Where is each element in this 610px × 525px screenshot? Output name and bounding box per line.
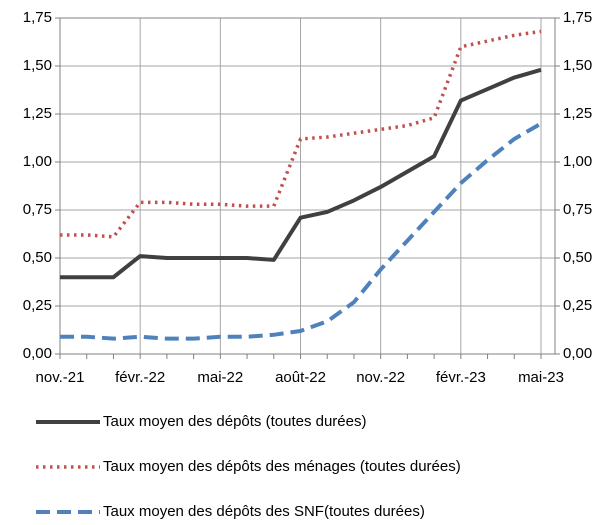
y-tick-label: 0,50 [23, 249, 52, 266]
x-tick-label: févr.-23 [436, 369, 486, 386]
legend-label: Taux moyen des dépôts des ménages (toute… [103, 458, 461, 475]
x-tick-label: nov.-22 [356, 369, 405, 386]
x-tick-label: mai-22 [197, 369, 243, 386]
y2-tick-label: 0,25 [563, 297, 592, 314]
y2-tick-label: 1,25 [563, 105, 592, 122]
x-tick-label: févr.-22 [115, 369, 165, 386]
x-tick-label: nov.-21 [36, 369, 85, 386]
y-tick-label: 1,75 [23, 9, 52, 26]
x-tick-label: mai-23 [518, 369, 564, 386]
series-line [60, 67, 542, 280]
series-line [60, 29, 542, 239]
legend-label: Taux moyen des dépôts des SNF(toutes dur… [103, 503, 425, 520]
y-tick-label: 1,00 [23, 153, 52, 170]
x-tick-label: août-22 [275, 369, 326, 386]
series-line [60, 121, 542, 341]
legend-label: Taux moyen des dépôts (toutes durées) [103, 413, 366, 430]
y2-tick-label: 0,75 [563, 201, 592, 218]
y2-tick-label: 1,00 [563, 153, 592, 170]
y2-tick-label: 1,75 [563, 9, 592, 26]
y2-tick-label: 0,00 [563, 345, 592, 362]
y2-tick-label: 0,50 [563, 249, 592, 266]
plot-border [59, 17, 556, 355]
y-tick-label: 1,50 [23, 57, 52, 74]
y-tick-label: 0,75 [23, 201, 52, 218]
y-tick-label: 0,25 [23, 297, 52, 314]
y-tick-label: 0,00 [23, 345, 52, 362]
y2-tick-label: 1,50 [563, 57, 592, 74]
y-tick-label: 1,25 [23, 105, 52, 122]
